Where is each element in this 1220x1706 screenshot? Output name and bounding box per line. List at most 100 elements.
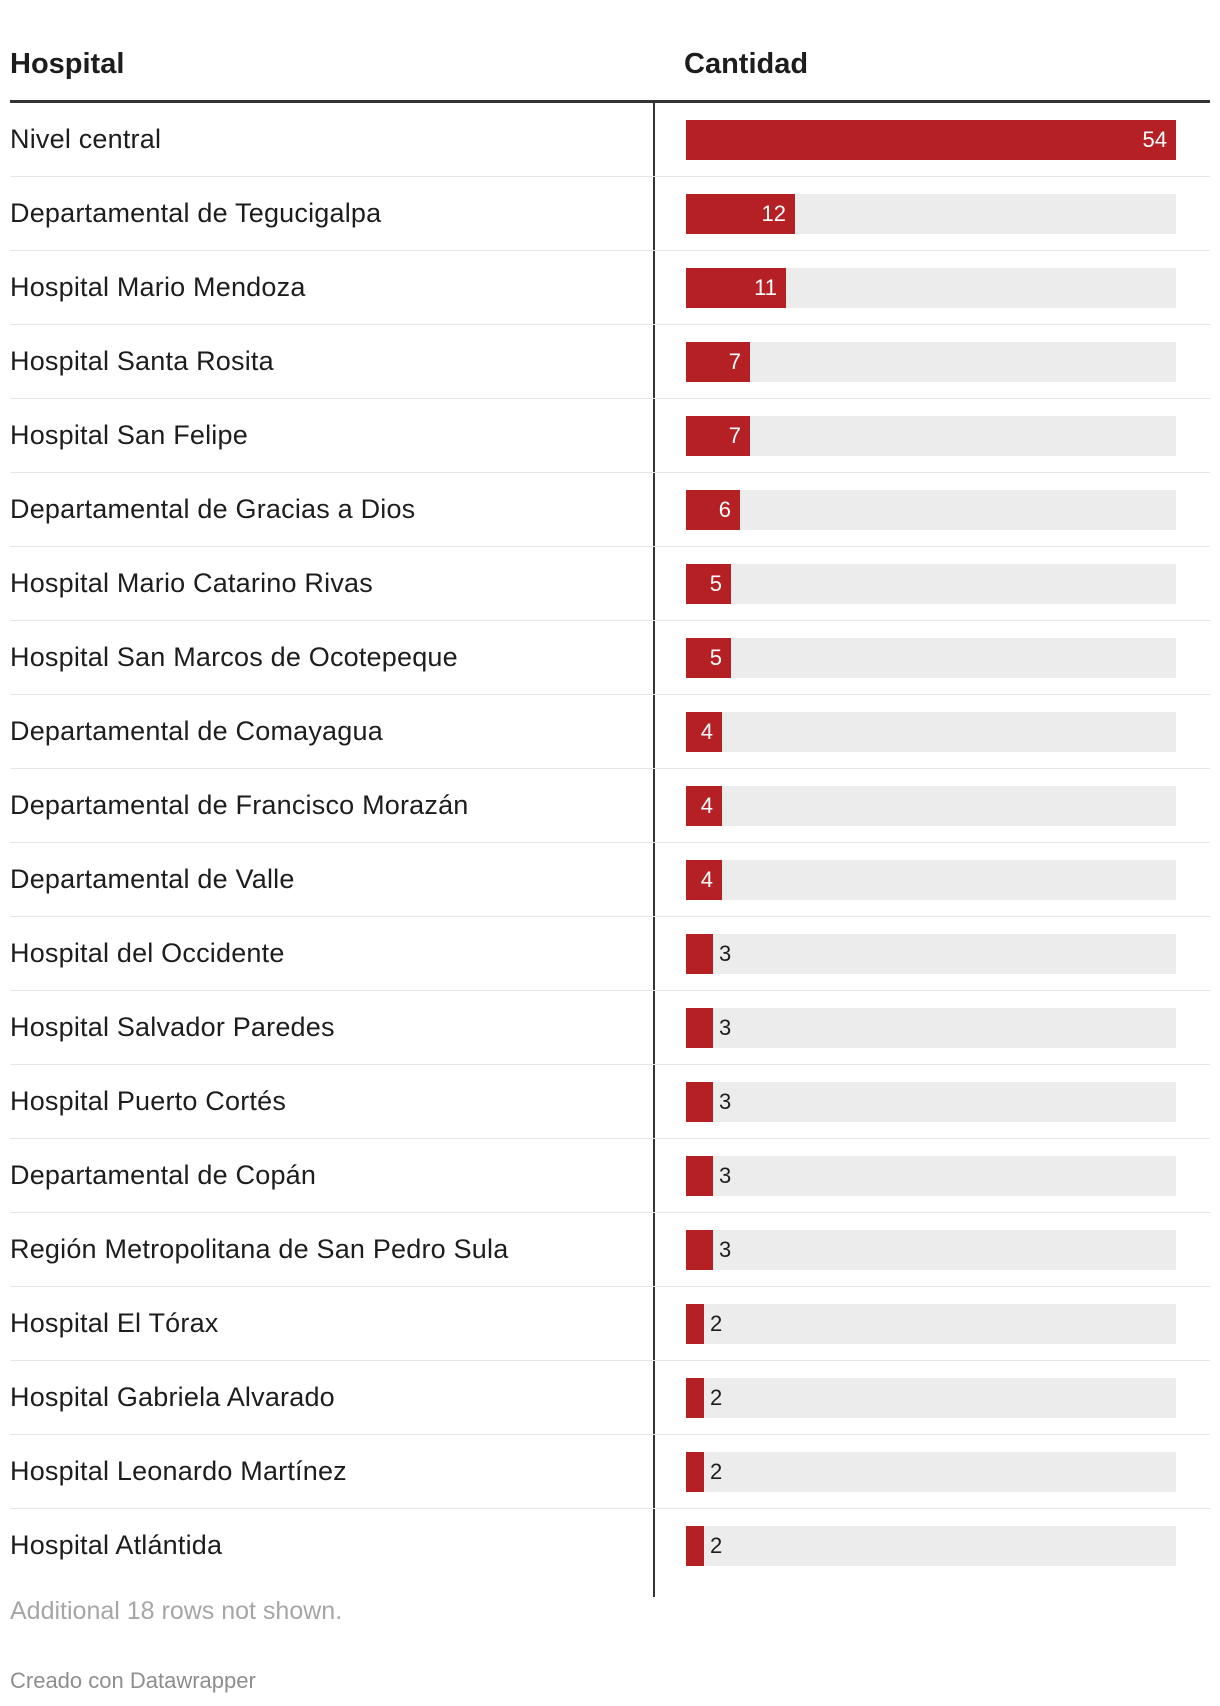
table-row: Hospital Mario Mendoza 11 xyxy=(10,251,1210,325)
hospital-label: Hospital Mario Mendoza xyxy=(10,272,306,302)
table-row: Hospital El Tórax 2 xyxy=(10,1287,1210,1361)
bar-track: 5 xyxy=(686,564,1176,604)
rows-not-shown-note: Additional 18 rows not shown. xyxy=(10,1597,343,1625)
hospital-label: Hospital San Marcos de Ocotepeque xyxy=(10,642,458,672)
table-row: Hospital Mario Catarino Rivas 5 xyxy=(10,547,1210,621)
bar xyxy=(686,194,795,234)
hospital-label: Departamental de Francisco Morazán xyxy=(10,790,469,820)
bar xyxy=(686,268,786,308)
bar-value-label: 3 xyxy=(719,1237,732,1262)
hospital-label: Departamental de Comayagua xyxy=(10,716,383,746)
column-divider xyxy=(653,103,655,1597)
bar-track: 2 xyxy=(686,1526,1176,1566)
bar xyxy=(686,1156,713,1196)
hospital-label: Hospital Puerto Cortés xyxy=(10,1086,287,1116)
bar-value-label: 5 xyxy=(709,645,722,670)
bar-value-label: 7 xyxy=(728,423,741,448)
bar-track: 6 xyxy=(686,490,1176,530)
bar-value-label: 7 xyxy=(728,349,741,374)
table-row: Hospital San Felipe 7 xyxy=(10,399,1210,473)
bar xyxy=(686,712,722,752)
bar-value-label: 4 xyxy=(700,793,713,818)
bar-track: 4 xyxy=(686,786,1176,826)
bar-track: 11 xyxy=(686,268,1176,308)
bar-value-label: 4 xyxy=(700,719,713,744)
hospital-label: Departamental de Valle xyxy=(10,864,295,894)
table-row: Hospital del Occidente 3 xyxy=(10,917,1210,991)
hospital-label: Nivel central xyxy=(10,124,162,154)
bar-track: 2 xyxy=(686,1452,1176,1492)
bar-track: 3 xyxy=(686,1082,1176,1122)
bar-track: 2 xyxy=(686,1378,1176,1418)
column-header-cantidad[interactable]: Cantidad xyxy=(684,48,809,80)
bar-track: 12 xyxy=(686,194,1176,234)
bar-track: 5 xyxy=(686,638,1176,678)
table-row: Región Metropolitana de San Pedro Sula 3 xyxy=(10,1213,1210,1287)
table-row: Departamental de Francisco Morazán 4 xyxy=(10,769,1210,843)
table-row: Departamental de Gracias a Dios 6 xyxy=(10,473,1210,547)
bar-value-label: 2 xyxy=(710,1385,723,1410)
bar-track: 3 xyxy=(686,934,1176,974)
hospital-label: Hospital del Occidente xyxy=(10,938,285,968)
datawrapper-credit: Creado con Datawrapper xyxy=(10,1668,256,1693)
bar xyxy=(686,860,722,900)
bar-value-label: 3 xyxy=(719,1015,732,1040)
hospital-label: Departamental de Tegucigalpa xyxy=(10,198,382,228)
table-row: Hospital Santa Rosita 7 xyxy=(10,325,1210,399)
bar-value-label: 2 xyxy=(710,1533,723,1558)
bar-track: 2 xyxy=(686,1304,1176,1344)
table-row: Departamental de Valle 4 xyxy=(10,843,1210,917)
bar xyxy=(686,416,750,456)
column-header-hospital[interactable]: Hospital xyxy=(10,48,125,80)
table-row: Hospital Salvador Paredes 3 xyxy=(10,991,1210,1065)
bar-track: 7 xyxy=(686,342,1176,382)
table-header: Hospital Cantidad xyxy=(10,40,1210,103)
bar-value-label: 11 xyxy=(754,275,777,300)
bar-value-label: 3 xyxy=(719,1089,732,1114)
bar xyxy=(686,638,731,678)
hospital-label: Hospital Leonardo Martínez xyxy=(10,1456,347,1486)
bar xyxy=(686,490,740,530)
hospital-label: Hospital Santa Rosita xyxy=(10,346,274,376)
bar-track: 4 xyxy=(686,712,1176,752)
bar xyxy=(686,1526,704,1566)
hospital-label: Departamental de Gracias a Dios xyxy=(10,494,416,524)
bar-track: 3 xyxy=(686,1230,1176,1270)
table-row: Hospital Atlántida 2 xyxy=(10,1509,1210,1582)
bar-value-label: 54 xyxy=(1142,127,1167,152)
bar-value-label: 12 xyxy=(761,201,786,226)
bar-value-label: 2 xyxy=(710,1459,723,1484)
bar xyxy=(686,1378,704,1418)
bar-value-label: 3 xyxy=(719,1163,732,1188)
table-row: Departamental de Comayagua 4 xyxy=(10,695,1210,769)
bar-track: 4 xyxy=(686,860,1176,900)
table-body: Nivel central 54 Departamental de Teguciga… xyxy=(10,103,1210,1597)
bar xyxy=(686,1230,713,1270)
bar xyxy=(686,1008,713,1048)
bar-track: 3 xyxy=(686,1008,1176,1048)
bar-value-label: 4 xyxy=(700,867,713,892)
bar xyxy=(686,564,731,604)
bar-value-label: 3 xyxy=(719,941,732,966)
table-row: Departamental de Tegucigalpa 12 xyxy=(10,177,1210,251)
bar-track: 7 xyxy=(686,416,1176,456)
bar xyxy=(686,786,722,826)
table-row: Hospital Leonardo Martínez 2 xyxy=(10,1435,1210,1509)
hospital-label: Hospital Salvador Paredes xyxy=(10,1012,335,1042)
table-row: Departamental de Copán 3 xyxy=(10,1139,1210,1213)
table-row: Hospital San Marcos de Ocotepeque 5 xyxy=(10,621,1210,695)
bar-value-label: 2 xyxy=(710,1311,723,1336)
hospital-label: Hospital Atlántida xyxy=(10,1530,223,1560)
bar-track: 3 xyxy=(686,1156,1176,1196)
table-row: Hospital Puerto Cortés 3 xyxy=(10,1065,1210,1139)
table-row: Nivel central 54 xyxy=(10,103,1210,177)
hospital-label: Hospital Mario Catarino Rivas xyxy=(10,568,373,598)
bar-value-label: 5 xyxy=(709,571,722,596)
bar xyxy=(686,342,750,382)
hospital-label: Hospital Gabriela Alvarado xyxy=(10,1382,335,1412)
bar-table: Hospital Cantidad Nivel central 54 Departa… xyxy=(10,40,1210,1597)
bar-track: 54 xyxy=(686,120,1176,160)
bar xyxy=(686,120,1176,160)
hospital-label: Región Metropolitana de San Pedro Sula xyxy=(10,1234,509,1264)
bar xyxy=(686,1452,704,1492)
